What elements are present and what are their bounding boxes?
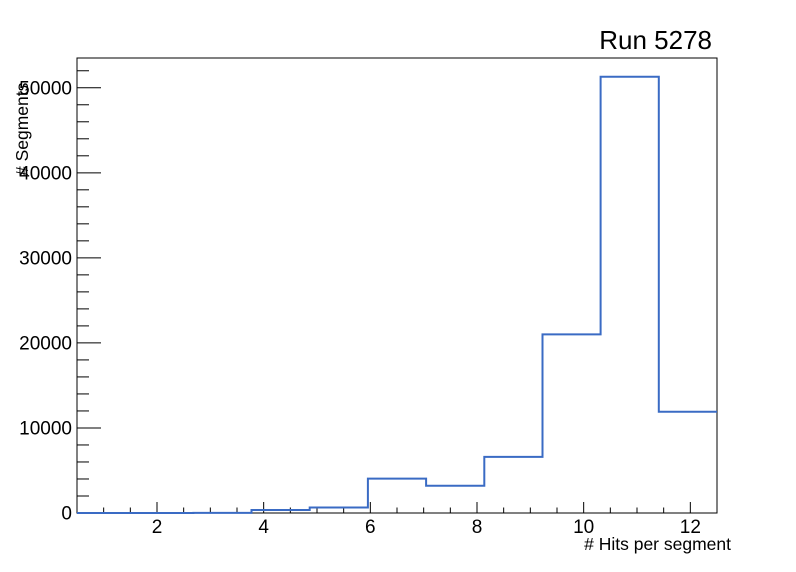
histogram-line — [77, 75, 717, 514]
y-tick-label: 20000 — [19, 333, 72, 354]
y-tick-label: 30000 — [19, 248, 72, 269]
x-tick-label: 8 — [472, 517, 483, 538]
x-axis-title: # Hits per segment — [584, 534, 731, 554]
y-axis-title: # Segments — [12, 82, 32, 176]
y-tick-label: 40000 — [19, 163, 72, 184]
plot-frame — [76, 57, 718, 514]
x-tick-label: 10 — [573, 517, 594, 538]
plot-title: Run 5278 — [599, 25, 712, 55]
x-tick-label: 2 — [152, 517, 163, 538]
x-tick-label: 4 — [258, 517, 269, 538]
x-tick-label: 12 — [680, 517, 701, 538]
y-tick-label: 50000 — [19, 78, 72, 99]
x-tick-label: 6 — [365, 517, 376, 538]
plot-generated-layer: 2 4 6 8 10 12 0 10000 20000 30000 40000 50000 — [19, 57, 718, 538]
y-tick-label: 0 — [61, 504, 72, 525]
y-tick-label: 10000 — [19, 418, 72, 439]
